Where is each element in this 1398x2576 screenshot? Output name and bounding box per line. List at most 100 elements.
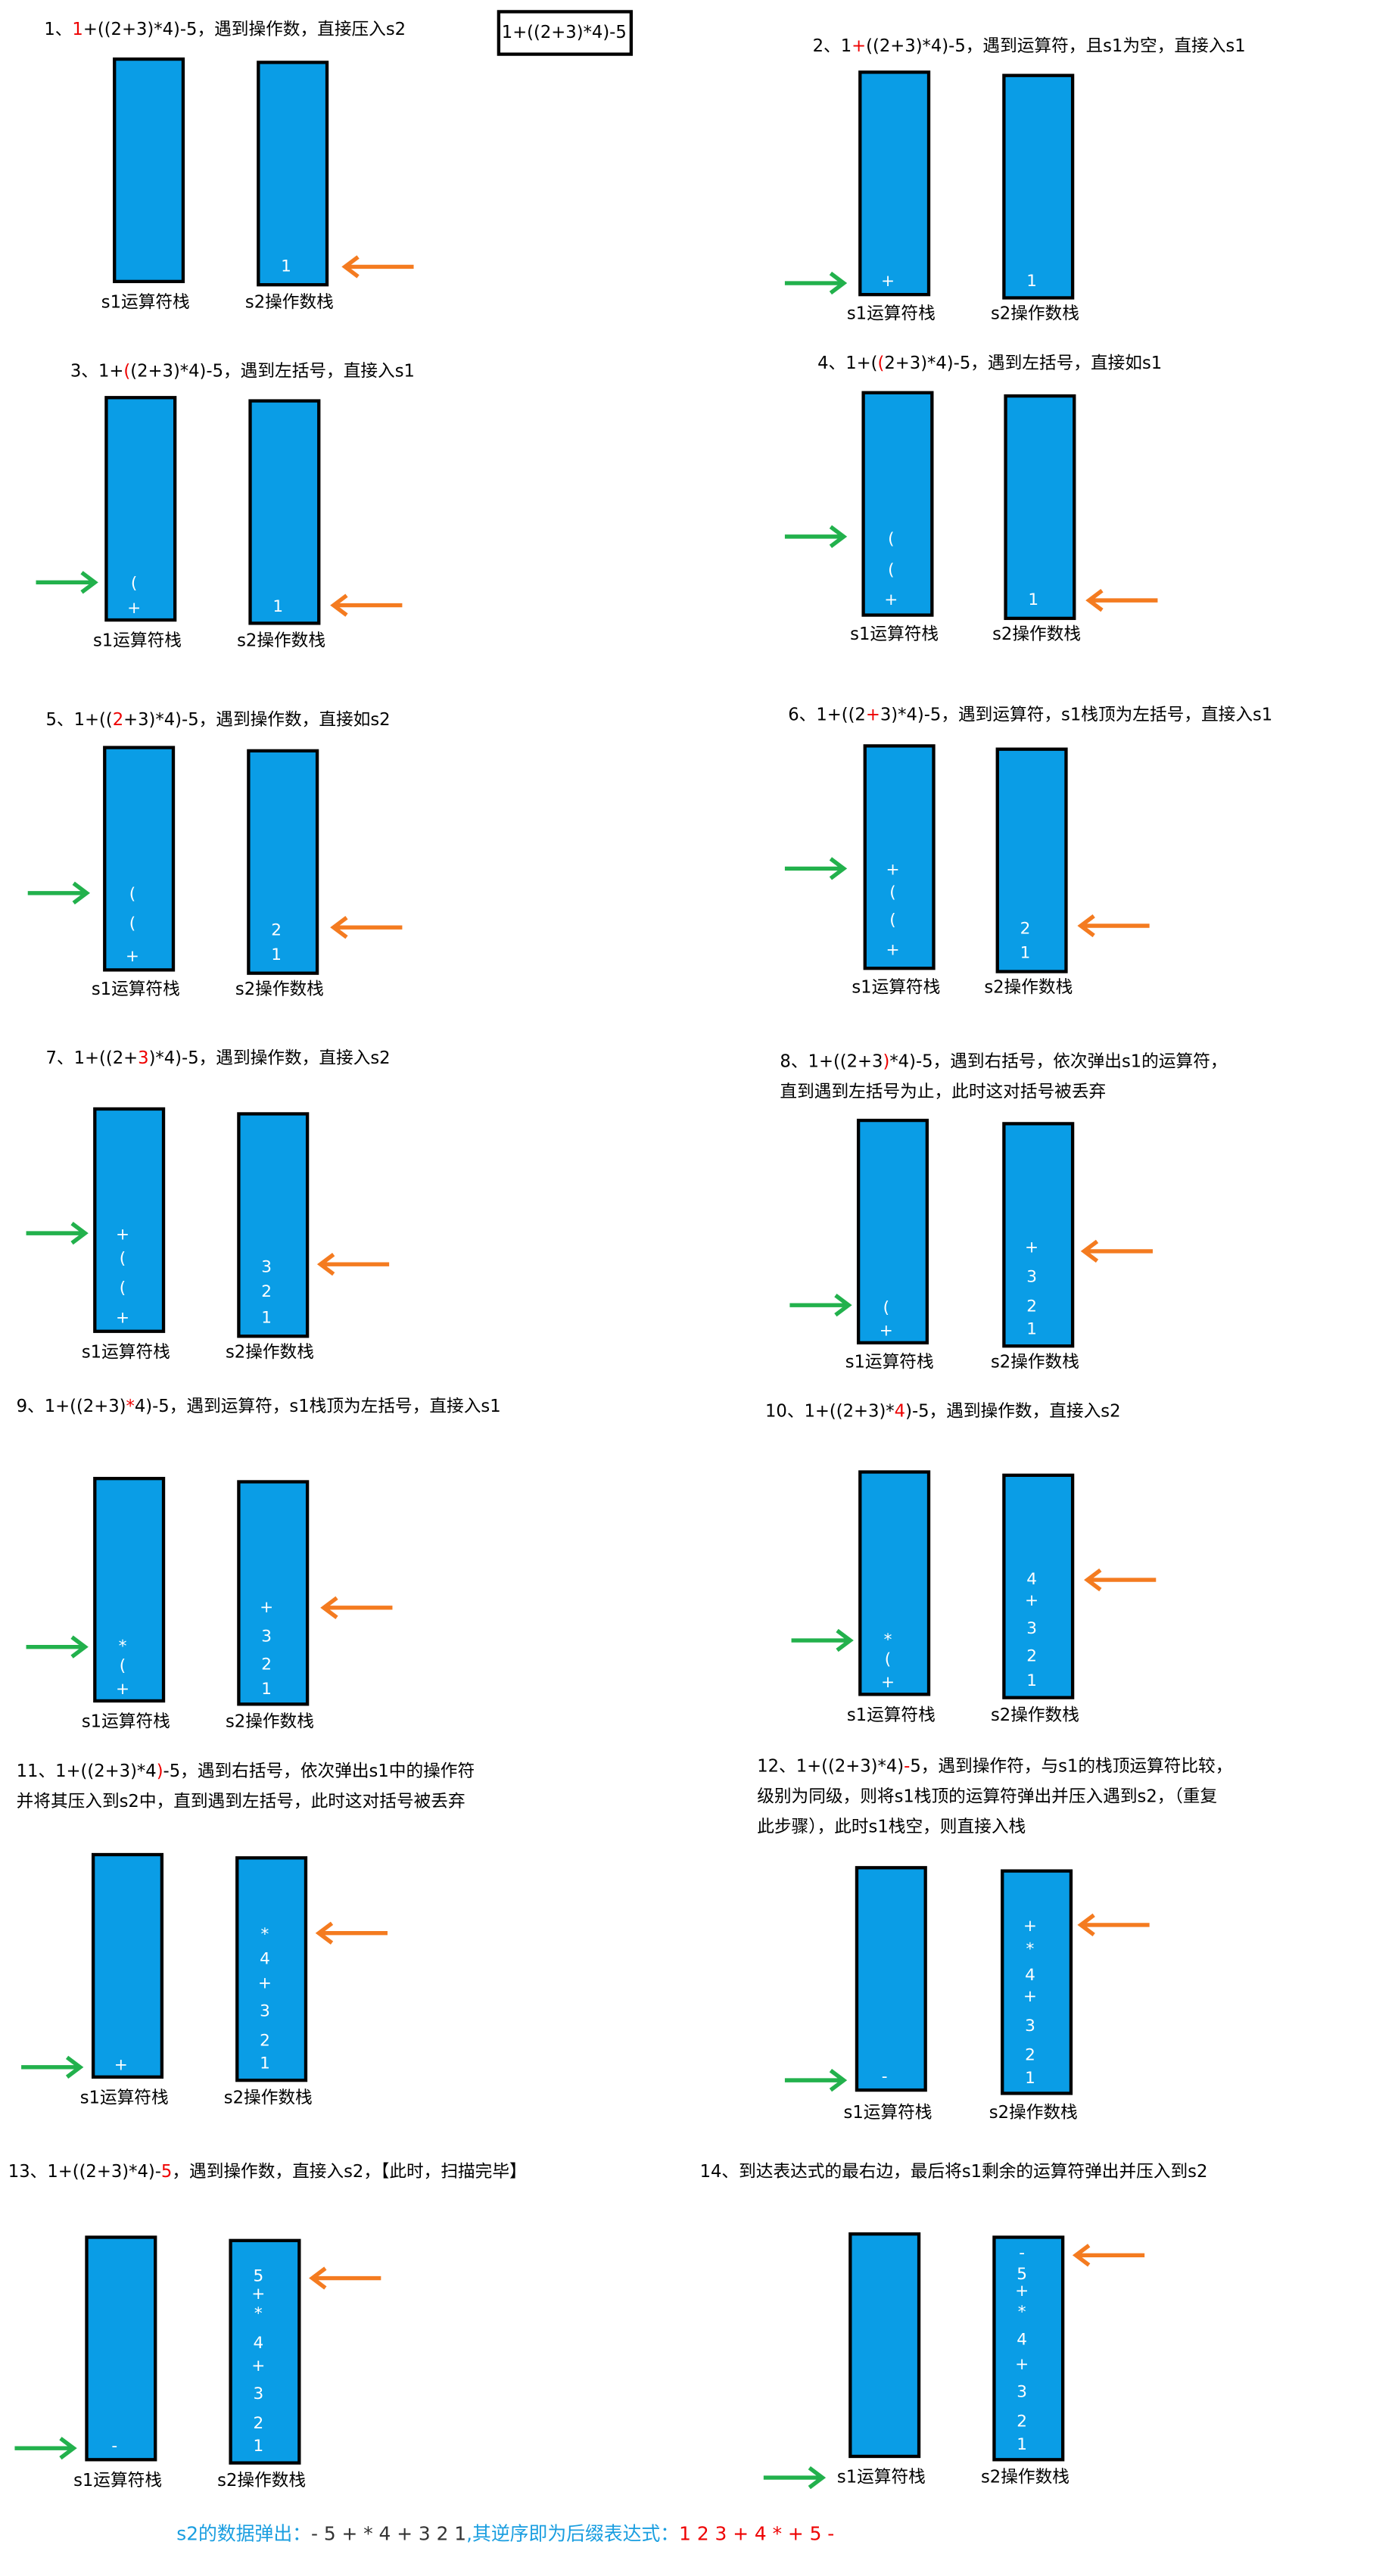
step-caption: 5、1+((2+3)*4)-5，遇到操作数，直接如s2 xyxy=(45,709,390,729)
s1-stack xyxy=(861,391,934,617)
caption-segment: 2+3)*4)-5，遇到左括号，直接如s1 xyxy=(884,353,1162,372)
green-arrow xyxy=(14,2437,77,2460)
orange-arrow xyxy=(316,1253,390,1276)
caption-segment: ((2+3)*4)-5，遇到运算符，且s1为空，直接入s1 xyxy=(866,36,1245,55)
s2-label: s2操作数栈 xyxy=(992,625,1081,644)
caption-segment: ) xyxy=(883,1051,889,1071)
orange-arrow xyxy=(330,916,403,939)
s2-stack xyxy=(229,2238,301,2465)
s1-item: + xyxy=(881,1673,895,1692)
green-arrow xyxy=(784,857,848,880)
s2-item: 4 xyxy=(260,1949,270,1968)
s1-stack xyxy=(858,1470,931,1696)
orange-arrow xyxy=(1072,2244,1145,2267)
caption-segment: ( xyxy=(877,353,884,372)
footer: s2的数据弹出：- 5 + * 4 + 3 2 1,其逆序即为后缀表达式：1 2… xyxy=(176,2523,834,2545)
s1-item: - xyxy=(111,2437,117,2456)
step-caption: 并将其压入到s2中，直到遇到左括号，此时这对括号被丢弃 xyxy=(17,1791,465,1811)
expression: 1+((2+3)*4)-5 xyxy=(502,23,627,42)
s2-item: 1 xyxy=(1026,1320,1037,1339)
s1-item: * xyxy=(119,1637,127,1656)
s2-item: 2 xyxy=(261,1282,272,1301)
s2-label: s2操作数栈 xyxy=(224,2088,313,2107)
s2-item: 3 xyxy=(1026,1267,1037,1286)
green-arrow xyxy=(26,1635,89,1659)
s1-label: s1运算符栈 xyxy=(92,980,180,999)
s1-stack xyxy=(856,1118,929,1345)
step-caption: 此步骤），此时s1栈空，则直接入栈 xyxy=(757,1817,1026,1836)
s2-item: 4 xyxy=(1026,1570,1037,1589)
footer-segment: 1 2 3 + 4 * + 5 - xyxy=(679,2523,834,2545)
orange-arrow xyxy=(320,1596,393,1619)
s2-item: + xyxy=(251,2356,265,2375)
caption-segment: 7、1+((2+ xyxy=(45,1048,138,1067)
s2-item: * xyxy=(261,1925,269,1944)
s2-item: * xyxy=(1026,1939,1035,1958)
green-arrow xyxy=(784,271,848,295)
orange-arrow xyxy=(1077,914,1150,938)
caption-segment: 4)-5，遇到运算符，s1栈顶为左括号，直接入s1 xyxy=(135,1397,501,1416)
s1-stack xyxy=(863,744,936,970)
s1-item: ( xyxy=(883,1299,889,1318)
caption-segment: )*4)-5，遇到操作数，直接入s2 xyxy=(149,1048,391,1067)
caption-segment: 5 xyxy=(161,2162,172,2182)
s1-label: s1运算符栈 xyxy=(844,2103,933,2123)
caption-segment: 5，遇到操作符，与s1的栈顶运算符比较， xyxy=(910,1756,1232,1776)
s2-stack xyxy=(1002,1122,1075,1348)
s2-item: 3 xyxy=(253,2384,263,2403)
s1-label: s1运算符栈 xyxy=(82,1712,170,1732)
green-arrow xyxy=(27,881,90,905)
caption-segment: 6、1+((2 xyxy=(788,705,866,724)
caption-segment: 1、 xyxy=(44,20,72,39)
s1-item: + xyxy=(880,1322,893,1341)
s2-item: - xyxy=(1019,2244,1025,2263)
s2-item: + xyxy=(1025,1591,1038,1610)
s2-item: * xyxy=(254,2304,263,2323)
s1-item: + xyxy=(126,947,139,966)
caption-segment: +((2+3)*4)-5，遇到操作数，直接压入s2 xyxy=(83,20,406,39)
caption-segment: 10、1+((2+3)* xyxy=(765,1401,895,1421)
s1-item: ( xyxy=(131,575,137,593)
s2-item: + xyxy=(258,1974,272,1993)
s2-label: s2操作数栈 xyxy=(217,2471,306,2490)
orange-arrow xyxy=(1080,1239,1153,1263)
s2-item: + xyxy=(1015,2355,1029,2374)
s1-item: ( xyxy=(120,1657,126,1676)
green-arrow xyxy=(789,1294,852,1317)
s1-item: + xyxy=(116,1225,129,1244)
s1-label: s1运算符栈 xyxy=(845,1352,934,1372)
s2-item: 1 xyxy=(1028,590,1038,609)
s1-stack xyxy=(858,70,931,297)
caption-segment: -5，遇到右括号，依次弹出s1中的操作符 xyxy=(163,1761,475,1780)
orange-arrow xyxy=(1085,589,1158,612)
s2-stack xyxy=(235,1856,308,2082)
s2-item: 2 xyxy=(1026,1647,1037,1666)
s2-item: 2 xyxy=(1020,919,1031,938)
caption-segment: 5、1+(( xyxy=(45,709,112,729)
caption-segment: 并将其压入到s2中，直到遇到左括号，此时这对括号被丢弃 xyxy=(17,1791,465,1811)
s2-item: 1 xyxy=(1026,272,1037,291)
step-caption: 8、1+((2+3)*4)-5，遇到右括号，依次弹出s1的运算符， xyxy=(780,1051,1227,1071)
caption-segment: 12、1+((2+3)*4) xyxy=(757,1756,904,1776)
caption-segment: ) xyxy=(157,1761,163,1780)
s2-item: 1 xyxy=(271,945,282,964)
s2-stack xyxy=(257,61,329,287)
s2-item: 1 xyxy=(261,1680,272,1699)
s1-item: ( xyxy=(120,1250,126,1269)
s1-label: s1运算符栈 xyxy=(101,292,190,312)
s2-item: 4 xyxy=(1017,2331,1027,2350)
step-caption: 4、1+((2+3)*4)-5，遇到左括号，直接如s1 xyxy=(817,353,1162,372)
s2-stack xyxy=(1004,394,1076,621)
s1-item: + xyxy=(881,272,895,291)
s2-stack xyxy=(995,747,1068,973)
s1-item: + xyxy=(886,940,899,959)
step-caption: 直到遇到左括号为止，此时这对括号被丢弃 xyxy=(780,1082,1106,1101)
caption-segment: 4、1+( xyxy=(817,353,877,372)
s1-item: + xyxy=(114,2056,128,2075)
green-arrow xyxy=(763,2465,827,2490)
s1-item: ( xyxy=(129,914,135,933)
s2-item: 1 xyxy=(1025,2069,1035,2088)
caption-segment: - xyxy=(904,1756,910,1776)
step-caption: 7、1+((2+3)*4)-5，遇到操作数，直接入s2 xyxy=(45,1048,390,1067)
step-caption: 12、1+((2+3)*4)-5，遇到操作符，与s1的栈顶运算符比较， xyxy=(757,1756,1232,1776)
